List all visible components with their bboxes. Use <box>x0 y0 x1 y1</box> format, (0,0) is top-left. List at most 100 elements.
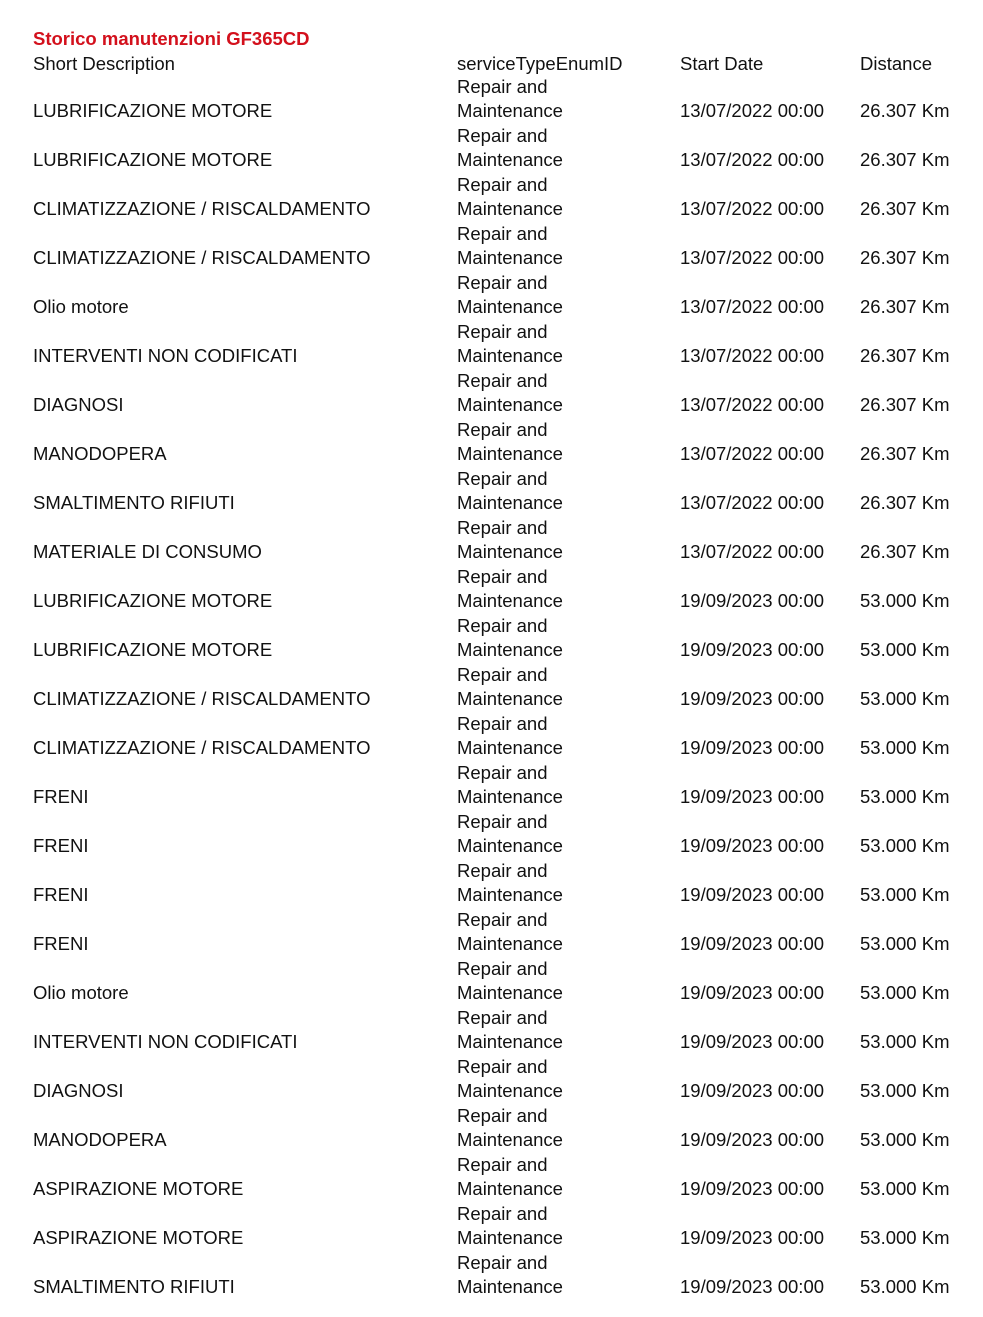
short-description: LUBRIFICAZIONE MOTORE <box>33 149 273 170</box>
short-description: MANODOPERA <box>33 1129 167 1150</box>
table-row: INTERVENTI NON CODIFICATI Repair and Maint… <box>33 320 980 368</box>
service-type: Repair and Maintenance <box>457 663 680 711</box>
distance: 26.307 Km <box>860 296 950 317</box>
service-type-line-2: Maintenance <box>457 100 563 121</box>
service-type: Repair and Maintenance <box>457 859 680 907</box>
service-type: Repair and Maintenance <box>457 1202 680 1250</box>
service-type-line-2: Maintenance <box>457 296 563 317</box>
start-date: 13/07/2022 00:00 <box>680 443 825 464</box>
service-type: Repair and Maintenance <box>457 957 680 1005</box>
table-row: CLIMATIZZAZIONE / RISCALDAMENTO Repair an… <box>33 712 980 760</box>
start-date: 19/09/2023 00:00 <box>680 688 825 709</box>
service-type: Repair and Maintenance <box>457 222 680 270</box>
service-type-line-2: Maintenance <box>457 345 563 366</box>
service-type-line-1: Repair and <box>457 272 548 293</box>
table-row: LUBRIFICAZIONE MOTORE Repair and Maintenan… <box>33 614 980 662</box>
start-date: 19/09/2023 00:00 <box>680 835 825 856</box>
table-row: SMALTIMENTO RIFIUTI Repair and Maintenance… <box>33 467 980 515</box>
start-date: 19/09/2023 00:00 <box>680 786 825 807</box>
short-description: INTERVENTI NON CODIFICATI <box>33 345 298 366</box>
table-row: MANODOPERA Repair and Maintenance 13/07/202… <box>33 418 980 466</box>
start-date: 13/07/2022 00:00 <box>680 100 825 121</box>
service-type-line-1: Repair and <box>457 713 548 734</box>
table-row: FRENI Repair and Maintenance 19/09/2023 00:… <box>33 761 980 809</box>
service-type-line-1: Repair and <box>457 958 548 979</box>
start-date: 19/09/2023 00:00 <box>680 933 825 954</box>
service-type-line-2: Maintenance <box>457 1276 563 1297</box>
short-description: CLIMATIZZAZIONE / RISCALDAMENTO <box>33 247 371 268</box>
table-row: LUBRIFICAZIONE MOTORE Repair and Maintenan… <box>33 565 980 613</box>
service-type-line-2: Maintenance <box>457 884 563 905</box>
start-date: 19/09/2023 00:00 <box>680 1129 825 1150</box>
service-type-line-1: Repair and <box>457 370 548 391</box>
distance: 53.000 Km <box>860 835 950 856</box>
service-type: Repair and Maintenance <box>457 418 680 466</box>
table-row: MANODOPERA Repair and Maintenance 19/09/202… <box>33 1104 980 1152</box>
start-date: 19/09/2023 00:00 <box>680 737 825 758</box>
service-type-line-1: Repair and <box>457 811 548 832</box>
service-type: Repair and Maintenance <box>457 810 680 858</box>
service-type-line-1: Repair and <box>457 223 548 244</box>
table-row: FRENI Repair and Maintenance 19/09/2023 00:… <box>33 859 980 907</box>
distance: 53.000 Km <box>860 786 950 807</box>
table-row: MATERIALE DI CONSUMO Repair and Maintenanc… <box>33 516 980 564</box>
service-type-line-2: Maintenance <box>457 492 563 513</box>
service-type: Repair and Maintenance <box>457 173 680 221</box>
service-type: Repair and Maintenance <box>457 1251 680 1299</box>
table-row: DIAGNOSI Repair and Maintenance 13/07/2022 … <box>33 369 980 417</box>
table-row: FRENI Repair and Maintenance 19/09/2023 00:… <box>33 908 980 956</box>
service-type-line-2: Maintenance <box>457 394 563 415</box>
service-type-line-1: Repair and <box>457 1105 548 1126</box>
distance: 26.307 Km <box>860 541 950 562</box>
distance: 53.000 Km <box>860 688 950 709</box>
short-description: FRENI <box>33 933 89 954</box>
service-type: Repair and Maintenance <box>457 1153 680 1201</box>
service-type-line-1: Repair and <box>457 664 548 685</box>
distance: 53.000 Km <box>860 884 950 905</box>
table-row: ASPIRAZIONE MOTORE Repair and Maintenance 1… <box>33 1153 980 1201</box>
table-row: Olio motore Repair and Maintenance 13/07/20… <box>33 271 980 319</box>
table-row: ASPIRAZIONE MOTORE Repair and Maintenance 1… <box>33 1202 980 1250</box>
short-description: FRENI <box>33 786 89 807</box>
table-row: FRENI Repair and Maintenance 19/09/2023 00:… <box>33 810 980 858</box>
start-date: 19/09/2023 00:00 <box>680 1080 825 1101</box>
short-description: LUBRIFICAZIONE MOTORE <box>33 639 273 660</box>
service-type: Repair and Maintenance <box>457 124 680 172</box>
distance: 26.307 Km <box>860 247 950 268</box>
service-type-line-2: Maintenance <box>457 247 563 268</box>
short-description: LUBRIFICAZIONE MOTORE <box>33 100 273 121</box>
distance: 53.000 Km <box>860 1080 950 1101</box>
start-date: 19/09/2023 00:00 <box>680 884 825 905</box>
short-description: CLIMATIZZAZIONE / RISCALDAMENTO <box>33 737 371 758</box>
service-type-line-1: Repair and <box>457 1203 548 1224</box>
service-type-line-1: Repair and <box>457 517 548 538</box>
distance: 53.000 Km <box>860 1227 950 1248</box>
start-date: 19/09/2023 00:00 <box>680 1031 825 1052</box>
service-type: Repair and Maintenance <box>457 369 680 417</box>
table-row: DIAGNOSI Repair and Maintenance 19/09/2023 … <box>33 1055 980 1103</box>
service-type-line-2: Maintenance <box>457 835 563 856</box>
service-type-line-2: Maintenance <box>457 198 563 219</box>
start-date: 13/07/2022 00:00 <box>680 198 825 219</box>
service-type-line-2: Maintenance <box>457 688 563 709</box>
service-type-line-1: Repair and <box>457 1007 548 1028</box>
service-type-line-2: Maintenance <box>457 737 563 758</box>
short-description: LUBRIFICAZIONE MOTORE <box>33 590 273 611</box>
start-date: 19/09/2023 00:00 <box>680 982 825 1003</box>
service-type-line-1: Repair and <box>457 174 548 195</box>
service-type: Repair and Maintenance <box>457 516 680 564</box>
service-type-line-1: Repair and <box>457 1252 548 1273</box>
page-title: Storico manutenzioni GF365CD <box>33 28 310 49</box>
distance: 53.000 Km <box>860 639 950 660</box>
service-type: Repair and Maintenance <box>457 1055 680 1103</box>
distance: 53.000 Km <box>860 1276 950 1297</box>
column-header-service-type: serviceTypeEnumID <box>457 53 623 74</box>
distance: 53.000 Km <box>860 737 950 758</box>
short-description: ASPIRAZIONE MOTORE <box>33 1227 244 1248</box>
service-type: Repair and Maintenance <box>457 271 680 319</box>
distance: 53.000 Km <box>860 933 950 954</box>
short-description: DIAGNOSI <box>33 394 124 415</box>
start-date: 13/07/2022 00:00 <box>680 149 825 170</box>
start-date: 19/09/2023 00:00 <box>680 590 825 611</box>
service-type-line-1: Repair and <box>457 1154 548 1175</box>
